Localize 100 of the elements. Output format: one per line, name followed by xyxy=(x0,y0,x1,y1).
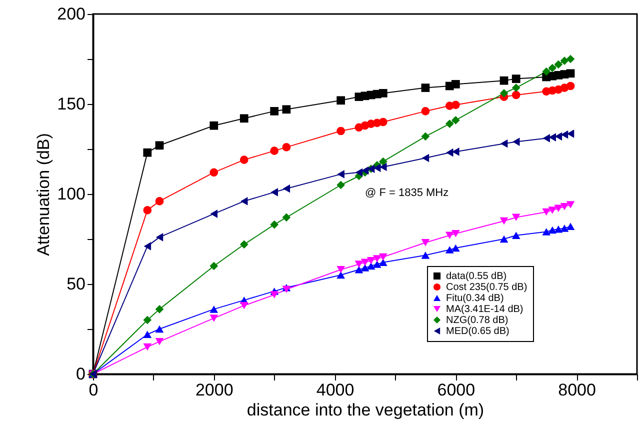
point xyxy=(380,162,387,172)
point xyxy=(336,266,346,274)
point xyxy=(560,224,569,232)
point xyxy=(451,230,460,238)
point xyxy=(378,89,388,98)
point xyxy=(354,260,364,268)
point xyxy=(144,242,152,250)
point xyxy=(566,201,575,208)
y-tick-label: 50 xyxy=(66,274,86,294)
point xyxy=(554,60,563,69)
point xyxy=(500,235,508,243)
point xyxy=(445,246,454,254)
point xyxy=(155,338,164,346)
point xyxy=(512,214,520,222)
point xyxy=(512,138,520,146)
point xyxy=(378,118,388,126)
point xyxy=(336,126,346,136)
point xyxy=(143,343,152,351)
point xyxy=(512,84,520,92)
x-tick-label: 4000 xyxy=(316,380,354,400)
point xyxy=(210,314,218,322)
point xyxy=(240,156,248,164)
x-axis-title: distance into the vegetation (m) xyxy=(246,400,484,420)
point xyxy=(336,180,346,190)
point xyxy=(270,220,279,229)
point xyxy=(143,148,152,157)
point xyxy=(422,154,430,162)
y-tick-label: 100 xyxy=(57,184,86,204)
point xyxy=(282,213,291,222)
point xyxy=(155,197,164,206)
point xyxy=(421,252,430,259)
point xyxy=(421,132,430,141)
point xyxy=(282,105,291,114)
point xyxy=(372,255,382,262)
point xyxy=(270,107,279,116)
point xyxy=(143,206,152,214)
point xyxy=(378,253,388,261)
point xyxy=(270,146,279,155)
point xyxy=(282,184,290,193)
point xyxy=(421,238,430,246)
point xyxy=(500,217,508,225)
point xyxy=(548,64,557,72)
point xyxy=(512,74,520,83)
point xyxy=(451,100,460,110)
point xyxy=(542,134,550,142)
point xyxy=(554,204,563,212)
point xyxy=(143,316,152,324)
point xyxy=(566,69,575,78)
legend-label: data(0.55 dB) xyxy=(446,271,507,282)
point xyxy=(451,244,460,252)
point xyxy=(378,157,388,166)
point xyxy=(452,148,460,156)
legend-label: MA(3.41E-14 dB) xyxy=(446,304,524,315)
legend-label: NZG(0.78 dB) xyxy=(446,315,508,326)
point xyxy=(240,197,248,206)
point xyxy=(372,260,382,268)
point xyxy=(512,232,520,240)
annotation: @ F = 1835 MHz xyxy=(365,187,449,199)
x-tick-label: 8000 xyxy=(558,380,596,400)
y-axis-title: Attenuation (dB) xyxy=(34,133,54,256)
point xyxy=(445,232,454,240)
point xyxy=(378,258,388,266)
point xyxy=(548,133,556,142)
point xyxy=(366,262,376,270)
point xyxy=(240,114,248,123)
point xyxy=(500,76,508,85)
point xyxy=(560,56,569,65)
point xyxy=(155,325,164,333)
legend-label: Cost 235(0.75 dB) xyxy=(446,282,528,293)
point xyxy=(210,210,218,218)
point xyxy=(155,141,164,150)
point xyxy=(355,168,363,177)
point xyxy=(500,139,508,148)
point xyxy=(240,240,248,249)
point xyxy=(270,188,278,196)
x-tick-label: 0 xyxy=(88,380,98,400)
point xyxy=(421,84,430,92)
point xyxy=(542,67,551,76)
y-tick-label: 0 xyxy=(76,364,86,384)
legend-label: Fitu(0.34 dB) xyxy=(446,293,504,304)
point xyxy=(210,306,218,313)
point xyxy=(336,271,346,279)
point xyxy=(542,208,551,216)
y-tick-label: 150 xyxy=(57,94,86,114)
point xyxy=(446,148,454,157)
point xyxy=(560,202,569,210)
point xyxy=(210,168,218,177)
point xyxy=(282,143,291,152)
point xyxy=(240,302,248,310)
point xyxy=(210,262,218,270)
point xyxy=(143,330,152,338)
point xyxy=(512,90,520,100)
point xyxy=(548,226,557,234)
y-tick-label: 200 xyxy=(57,4,86,24)
point xyxy=(451,80,460,88)
point xyxy=(566,222,575,230)
point xyxy=(337,170,344,178)
point xyxy=(360,258,370,266)
point xyxy=(360,264,370,272)
point xyxy=(500,89,508,98)
